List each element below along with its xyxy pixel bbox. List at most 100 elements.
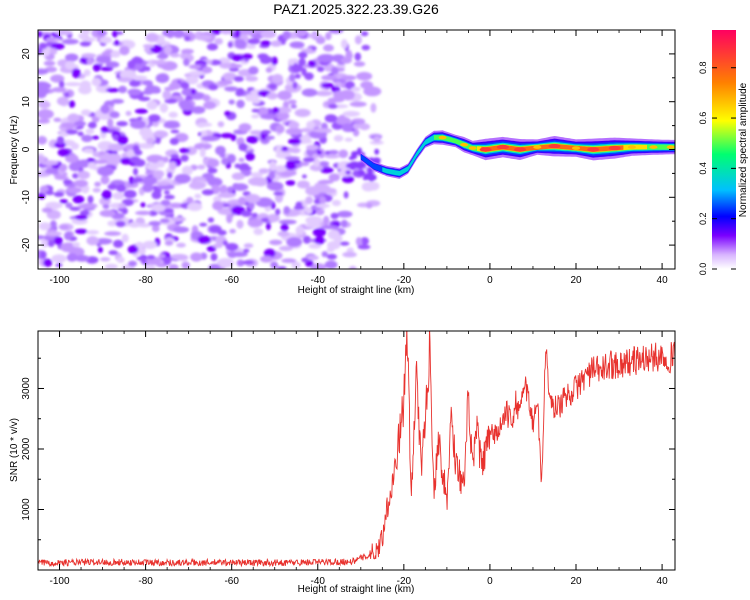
- noise-blob: [321, 251, 328, 258]
- noise-blob: [53, 191, 65, 197]
- noise-blob: [142, 183, 154, 193]
- noise-blob: [53, 117, 62, 123]
- noise-blob: [168, 82, 181, 90]
- noise-blob: [188, 70, 207, 76]
- noise-blob: [344, 137, 353, 142]
- noise-blob: [352, 129, 360, 137]
- noise-blob: [235, 30, 241, 39]
- noise-blob: [315, 36, 326, 45]
- noise-blob: [340, 57, 353, 64]
- noise-blob: [312, 228, 327, 237]
- noise-blob: [65, 53, 79, 62]
- noise-blob: [137, 223, 151, 228]
- noise-blob: [219, 62, 233, 69]
- x-tick-label: 0: [487, 576, 493, 587]
- noise-blob: [64, 60, 76, 70]
- noise-blob: [127, 88, 142, 96]
- noise-blob: [64, 92, 70, 98]
- noise-blob: [334, 81, 342, 87]
- noise-blob: [115, 220, 126, 228]
- noise-blob: [266, 181, 284, 191]
- noise-blob: [83, 148, 94, 154]
- noise-blob: [72, 195, 85, 204]
- noise-blob: [238, 123, 252, 132]
- noise-blob: [224, 110, 231, 117]
- noise-blob: [248, 201, 255, 210]
- noise-blob: [299, 161, 310, 167]
- noise-blob: [87, 161, 96, 170]
- noise-blob: [326, 253, 337, 260]
- noise-blob: [180, 52, 187, 60]
- noise-blob: [107, 183, 117, 190]
- noise-blob: [43, 258, 53, 267]
- colorbar-gradient: [712, 30, 736, 269]
- noise-blob: [100, 66, 114, 72]
- noise-blob: [295, 30, 308, 37]
- noise-blob: [73, 179, 89, 188]
- noise-blob: [190, 88, 196, 95]
- noise-blob: [316, 66, 325, 72]
- noise-blob: [100, 175, 110, 185]
- x-tick-label: -80: [138, 275, 153, 286]
- noise-blob: [164, 240, 174, 246]
- noise-blob: [289, 41, 305, 49]
- noise-blob: [65, 202, 73, 209]
- noise-blob: [326, 246, 335, 253]
- noise-blob: [217, 80, 233, 85]
- noise-blob: [74, 214, 88, 221]
- noise-blob: [116, 121, 128, 127]
- noise-blob: [305, 196, 313, 205]
- noise-blob: [217, 229, 227, 236]
- noise-blob: [315, 203, 330, 208]
- noise-blob: [341, 75, 357, 81]
- noise-blob: [247, 38, 261, 45]
- noise-blob: [350, 86, 361, 92]
- noise-blob: [222, 72, 237, 81]
- noise-blob: [79, 210, 90, 216]
- x-tick-label: 20: [570, 576, 582, 587]
- noise-blob: [260, 217, 270, 223]
- noise-blob: [295, 225, 305, 236]
- noise-blob: [353, 61, 366, 67]
- noise-blob: [258, 168, 270, 174]
- noise-blob: [226, 213, 233, 224]
- y-tick-label: 0: [21, 146, 32, 152]
- noise-blob: [288, 58, 295, 66]
- noise-blob: [338, 149, 349, 159]
- x-tick-label: 20: [570, 275, 582, 286]
- noise-blob: [92, 187, 101, 193]
- noise-blob: [241, 210, 252, 217]
- snr-ticks: -100 -80 -60 -40 -20 0 20 40 1000 2000 3000: [21, 331, 675, 587]
- spectrogram-xlabel: Height of straight line (km): [298, 285, 415, 296]
- noise-blob: [289, 73, 296, 82]
- noise-blob: [303, 235, 311, 244]
- noise-blob: [304, 223, 322, 228]
- noise-blob: [98, 154, 116, 161]
- noise-blob: [228, 99, 235, 105]
- signal-peak: [548, 143, 561, 149]
- noise-blob: [290, 104, 297, 109]
- noise-blob: [146, 255, 156, 260]
- noise-blob: [272, 107, 280, 114]
- noise-blob: [127, 245, 139, 254]
- noise-blob: [227, 41, 233, 48]
- noise-blob: [180, 81, 190, 89]
- noise-blob: [299, 134, 312, 141]
- noise-blob: [320, 167, 334, 174]
- noise-blob: [155, 137, 161, 144]
- noise-blob: [222, 240, 228, 246]
- noise-blob: [330, 212, 339, 220]
- noise-blob: [56, 136, 65, 145]
- noise-blob: [69, 206, 81, 211]
- noise-blob: [236, 91, 243, 97]
- noise-blob: [274, 165, 287, 173]
- noise-blob: [305, 207, 313, 215]
- noise-blob: [38, 42, 48, 50]
- noise-blob: [41, 207, 53, 213]
- noise-blob: [146, 100, 158, 110]
- noise-blob: [337, 210, 353, 218]
- noise-blob: [148, 221, 162, 226]
- noise-blob: [71, 68, 81, 79]
- noise-blob: [352, 123, 361, 130]
